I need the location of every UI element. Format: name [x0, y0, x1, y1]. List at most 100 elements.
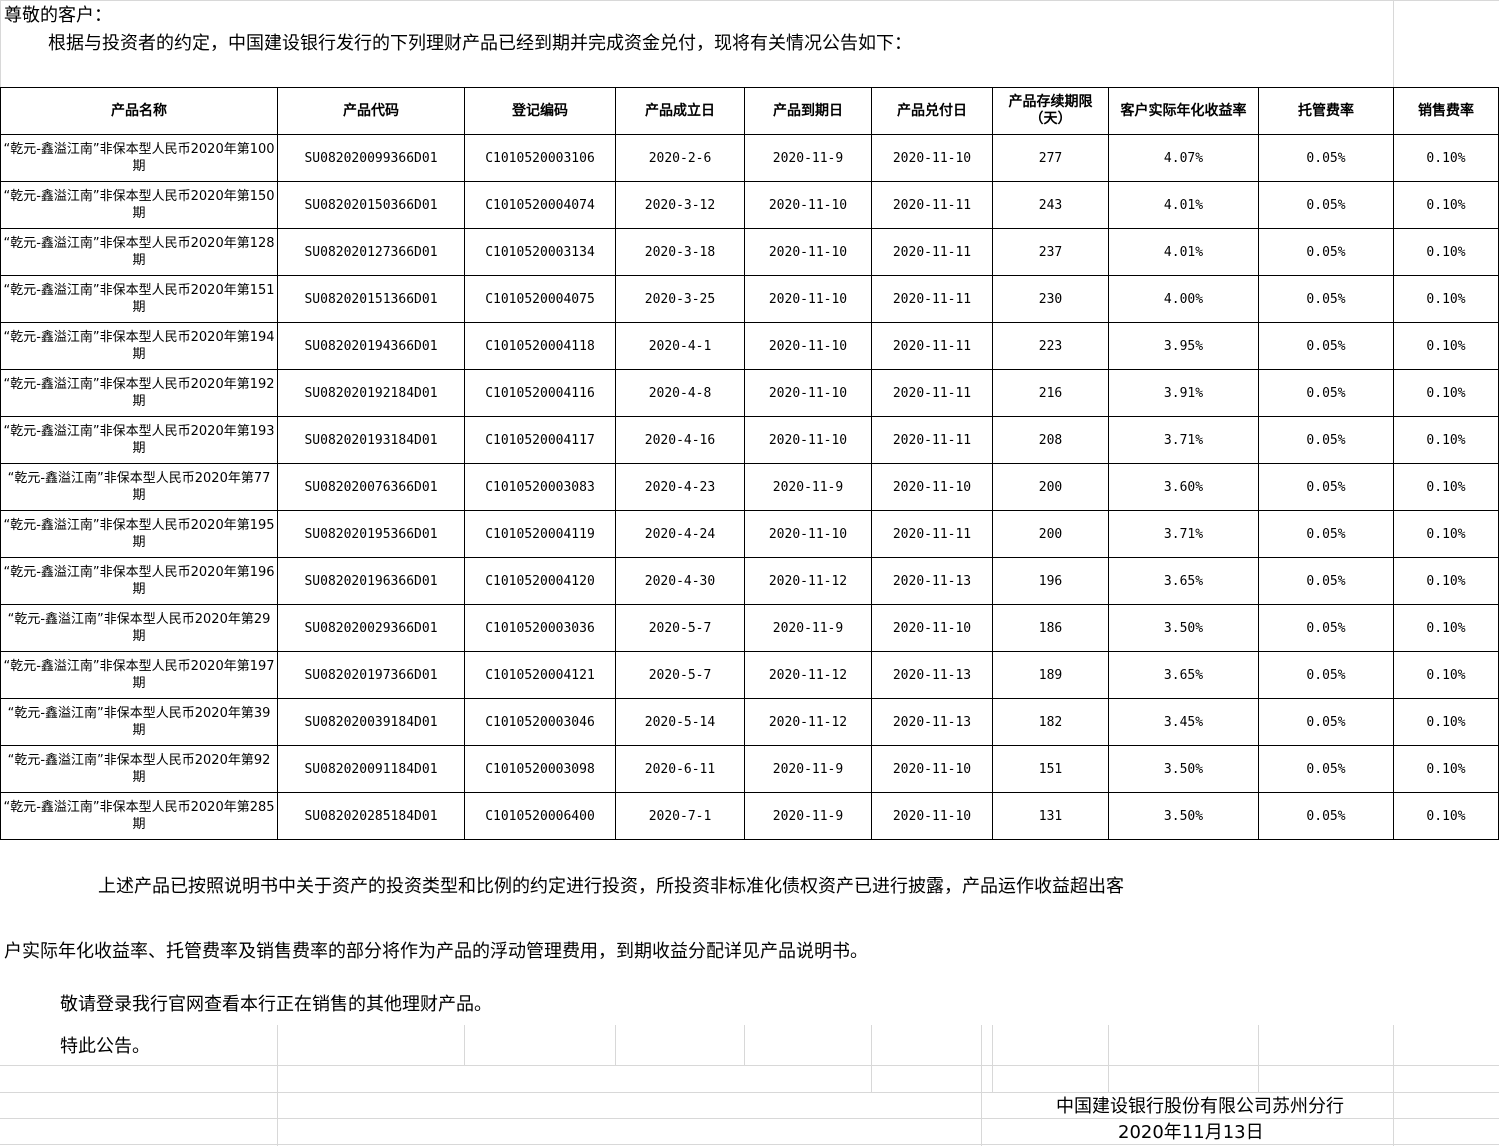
cell-custody-fee: 0.05% [1258, 275, 1394, 323]
cell-payment-date: 2020-11-10 [871, 463, 993, 511]
cell-maturity-date: 2020-11-10 [744, 369, 872, 417]
header-annual-yield: 客户实际年化收益率 [1108, 87, 1259, 135]
cell-start-date: 2020-7-1 [615, 792, 745, 840]
cell-custody-fee: 0.05% [1258, 134, 1394, 182]
cell-annual-yield: 4.00% [1108, 275, 1259, 323]
cell-custody-fee: 0.05% [1258, 557, 1394, 605]
gridline [0, 1144, 1499, 1145]
cell-payment-date: 2020-11-13 [871, 651, 993, 699]
cell-registration-code: C1010520003106 [464, 134, 616, 182]
cell-duration-days: 237 [992, 228, 1109, 276]
cell-maturity-date: 2020-11-10 [744, 416, 872, 464]
table-row: “乾元-鑫溢江南”非保本型人民币2020年第194期 SU082020194366… [0, 322, 1499, 370]
cell-product-name: “乾元-鑫溢江南”非保本型人民币2020年第197期 [0, 651, 278, 699]
table-row: “乾元-鑫溢江南”非保本型人民币2020年第92期 SU082020091184D… [0, 745, 1499, 793]
table-row: “乾元-鑫溢江南”非保本型人民币2020年第193期 SU082020193184… [0, 416, 1499, 464]
cell-annual-yield: 3.95% [1108, 322, 1259, 370]
cell-annual-yield: 3.91% [1108, 369, 1259, 417]
cell-start-date: 2020-3-18 [615, 228, 745, 276]
gridline [1108, 1025, 1109, 1092]
cell-maturity-date: 2020-11-12 [744, 698, 872, 746]
cell-sales-fee: 0.10% [1393, 275, 1499, 323]
cell-start-date: 2020-5-7 [615, 604, 745, 652]
cell-payment-date: 2020-11-13 [871, 698, 993, 746]
cell-start-date: 2020-4-23 [615, 463, 745, 511]
cell-payment-date: 2020-11-11 [871, 510, 993, 558]
cell-annual-yield: 4.07% [1108, 134, 1259, 182]
cell-registration-code: C1010520003098 [464, 745, 616, 793]
cell-duration-days: 208 [992, 416, 1109, 464]
cell-maturity-date: 2020-11-12 [744, 557, 872, 605]
header-custody-fee: 托管费率 [1258, 87, 1394, 135]
cell-sales-fee: 0.10% [1393, 604, 1499, 652]
cell-sales-fee: 0.10% [1393, 228, 1499, 276]
cell-product-name: “乾元-鑫溢江南”非保本型人民币2020年第195期 [0, 510, 278, 558]
cell-annual-yield: 4.01% [1108, 228, 1259, 276]
gridline [0, 1092, 1499, 1093]
closing-text: 特此公告。 [60, 1036, 150, 1057]
cell-maturity-date: 2020-11-9 [744, 792, 872, 840]
cell-annual-yield: 3.65% [1108, 651, 1259, 699]
cell-product-code: SU082020076366D01 [277, 463, 465, 511]
cell-sales-fee: 0.10% [1393, 181, 1499, 229]
table-row: “乾元-鑫溢江南”非保本型人民币2020年第285期 SU082020285184… [0, 792, 1499, 840]
gridline [1258, 1025, 1259, 1092]
cell-sales-fee: 0.10% [1393, 416, 1499, 464]
cell-custody-fee: 0.05% [1258, 369, 1394, 417]
cell-registration-code: C1010520003046 [464, 698, 616, 746]
gridline [744, 1025, 745, 1065]
cell-start-date: 2020-4-1 [615, 322, 745, 370]
header-sales-fee: 销售费率 [1393, 87, 1499, 135]
cell-registration-code: C1010520004117 [464, 416, 616, 464]
cell-payment-date: 2020-11-11 [871, 322, 993, 370]
cell-duration-days: 216 [992, 369, 1109, 417]
cell-product-name: “乾元-鑫溢江南”非保本型人民币2020年第92期 [0, 745, 278, 793]
header-maturity-date: 产品到期日 [744, 87, 872, 135]
cell-payment-date: 2020-11-11 [871, 181, 993, 229]
cell-registration-code: C1010520004074 [464, 181, 616, 229]
cell-duration-days: 151 [992, 745, 1109, 793]
cell-product-name: “乾元-鑫溢江南”非保本型人民币2020年第128期 [0, 228, 278, 276]
signature: 中国建设银行股份有限公司苏州分行 [1056, 1096, 1344, 1117]
cell-annual-yield: 3.45% [1108, 698, 1259, 746]
cell-product-code: SU082020285184D01 [277, 792, 465, 840]
cell-registration-code: C1010520004116 [464, 369, 616, 417]
cell-product-name: “乾元-鑫溢江南”非保本型人民币2020年第150期 [0, 181, 278, 229]
table-header-row: 产品名称 产品代码 登记编码 产品成立日 产品到期日 产品兑付日 产品存续期限（… [0, 87, 1499, 135]
cell-maturity-date: 2020-11-10 [744, 322, 872, 370]
cell-start-date: 2020-3-25 [615, 275, 745, 323]
cell-start-date: 2020-4-16 [615, 416, 745, 464]
cell-duration-days: 200 [992, 463, 1109, 511]
cell-sales-fee: 0.10% [1393, 510, 1499, 558]
cell-start-date: 2020-5-14 [615, 698, 745, 746]
website-notice: 敬请登录我行官网查看本行正在销售的其他理财产品。 [60, 994, 492, 1015]
cell-maturity-date: 2020-11-10 [744, 228, 872, 276]
cell-custody-fee: 0.05% [1258, 604, 1394, 652]
disclosure-line-1: 上述产品已按照说明书中关于资产的投资类型和比例的约定进行投资，所投资非标准化债权… [98, 876, 1124, 897]
table-row: “乾元-鑫溢江南”非保本型人民币2020年第128期 SU082020127366… [0, 228, 1499, 276]
cell-product-code: SU082020099366D01 [277, 134, 465, 182]
cell-product-name: “乾元-鑫溢江南”非保本型人民币2020年第151期 [0, 275, 278, 323]
cell-annual-yield: 4.01% [1108, 181, 1259, 229]
cell-maturity-date: 2020-11-9 [744, 134, 872, 182]
cell-maturity-date: 2020-11-9 [744, 463, 872, 511]
table-row: “乾元-鑫溢江南”非保本型人民币2020年第197期 SU082020197366… [0, 651, 1499, 699]
cell-sales-fee: 0.10% [1393, 745, 1499, 793]
cell-product-code: SU082020151366D01 [277, 275, 465, 323]
cell-product-code: SU082020192184D01 [277, 369, 465, 417]
cell-sales-fee: 0.10% [1393, 134, 1499, 182]
cell-registration-code: C1010520004119 [464, 510, 616, 558]
cell-product-code: SU082020193184D01 [277, 416, 465, 464]
cell-sales-fee: 0.10% [1393, 698, 1499, 746]
table-row: “乾元-鑫溢江南”非保本型人民币2020年第100期 SU082020099366… [0, 134, 1499, 182]
cell-registration-code: C1010520006400 [464, 792, 616, 840]
header-product-name: 产品名称 [0, 87, 278, 135]
table-row: “乾元-鑫溢江南”非保本型人民币2020年第29期 SU082020029366D… [0, 604, 1499, 652]
gridline [1393, 0, 1394, 87]
cell-payment-date: 2020-11-10 [871, 792, 993, 840]
cell-registration-code: C1010520004121 [464, 651, 616, 699]
cell-custody-fee: 0.05% [1258, 416, 1394, 464]
cell-product-code: SU082020195366D01 [277, 510, 465, 558]
cell-product-code: SU082020029366D01 [277, 604, 465, 652]
cell-start-date: 2020-3-12 [615, 181, 745, 229]
